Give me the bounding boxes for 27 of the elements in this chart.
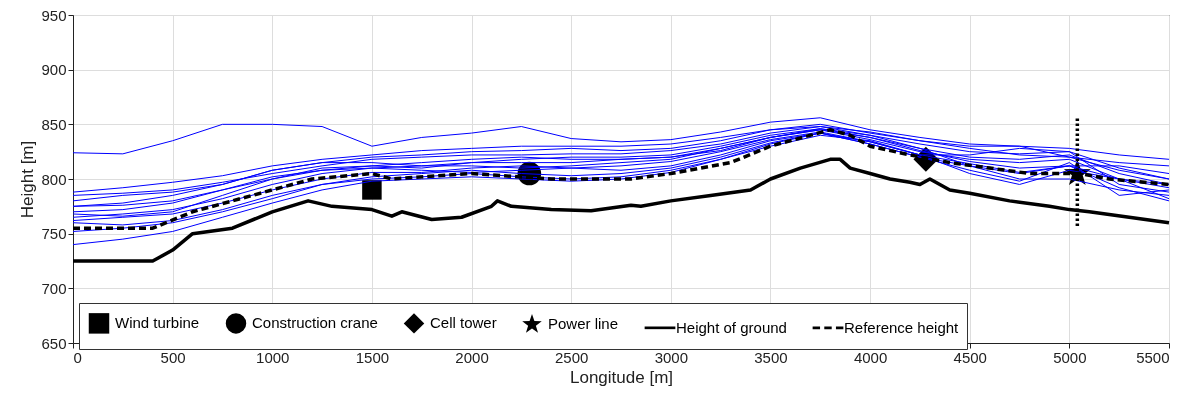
legend-label: Power line [548, 315, 619, 333]
x-tick-label: 0 [73, 348, 82, 366]
x-tick-label: 1500 [355, 348, 390, 366]
y-tick-label: 750 [41, 225, 67, 243]
legend-label: Reference height [844, 318, 960, 336]
x-tick-label: 1000 [256, 348, 290, 366]
y-tick-label: 950 [41, 6, 67, 24]
x-tick-label: 3000 [654, 348, 689, 366]
x-axis-title: Longitude [m] [569, 367, 674, 387]
x-tick-label: 4000 [853, 348, 888, 366]
x-tick-label: 2000 [455, 348, 489, 366]
x-tick-label: 5500 [1136, 348, 1170, 366]
x-tick-label: 3500 [754, 348, 788, 366]
x-tick-label: 4500 [953, 348, 987, 366]
y-tick-label: 700 [41, 279, 67, 297]
legend-label: Height of ground [676, 318, 787, 336]
y-tick-label: 850 [41, 115, 67, 133]
x-tick-label: 500 [160, 348, 186, 366]
y-tick-label: 900 [41, 61, 67, 79]
x-tick-label: 5000 [1053, 348, 1087, 366]
y-tick-label: 800 [41, 170, 67, 188]
legend-label: Wind turbine [115, 314, 200, 332]
y-tick-label: 650 [41, 334, 67, 352]
legend-label: Cell tower [430, 314, 497, 332]
legend-label: Construction crane [252, 314, 378, 332]
y-axis-title: Height [m] [18, 140, 38, 219]
x-tick-label: 2500 [554, 348, 589, 366]
